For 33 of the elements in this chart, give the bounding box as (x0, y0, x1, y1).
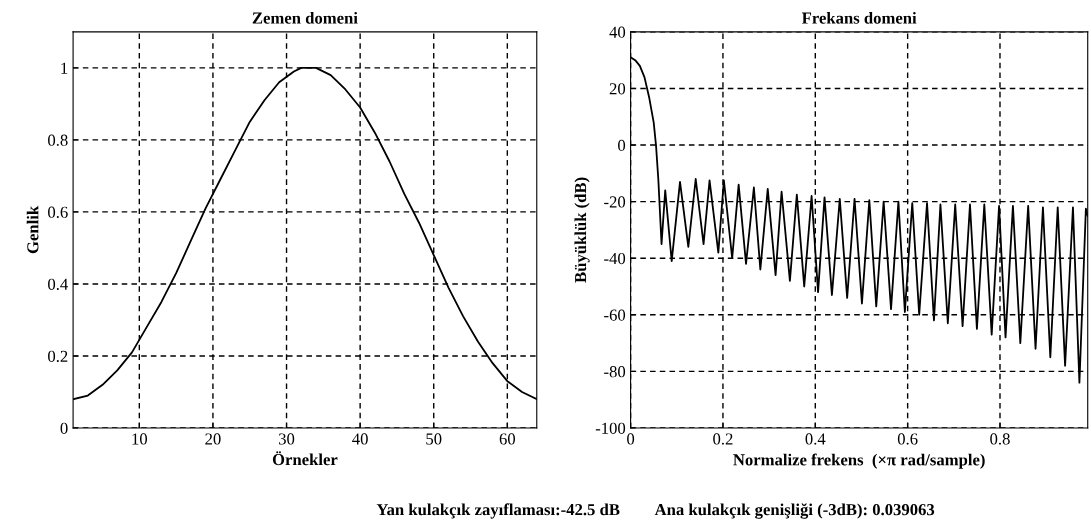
x-tick-label: 10 (132, 433, 148, 445)
y-tick-label: -20 (604, 196, 626, 208)
y-tick-label: -40 (604, 252, 626, 265)
x-tick-label: 0.4 (805, 433, 826, 445)
y-tick-label: -100 (595, 422, 626, 434)
y-tick-label: -60 (604, 309, 626, 321)
text: Ana kulakçık genişliği (-3dB): 0.039063 (654, 503, 935, 519)
y-tick-label: 40 (609, 26, 626, 38)
text: Yan kulakçık zayıflaması:-42.5 dB (376, 503, 620, 519)
y-axis-title: Genlik (26, 205, 39, 254)
x-tick-label: 20 (205, 433, 221, 445)
x-tick-label: 40 (352, 433, 368, 445)
x-tick-label: 0 (627, 433, 635, 445)
x-tick-label: 50 (426, 433, 442, 445)
chart-title: Frekans domeni (801, 11, 917, 24)
y-tick-label: 0.4 (48, 278, 68, 290)
x-tick-label: 0.2 (713, 433, 733, 445)
y-tick-label: 0 (618, 139, 626, 151)
x-axis-title: Örnekler (272, 451, 338, 466)
y-tick-label: 1 (61, 62, 68, 74)
y-tick-label: 0.2 (48, 350, 68, 362)
y-tick-label: 0.8 (48, 134, 68, 146)
x-tick-label: 60 (499, 433, 516, 445)
y-tick-label: 0.6 (48, 206, 68, 218)
x-axis-title: Normalize frekens (×π rad/sample) (733, 453, 985, 469)
y-axis-title: Büyüklük (dB) (574, 177, 590, 283)
y-tick-label: 20 (609, 83, 626, 95)
chart-title: Zemen domeni (252, 11, 358, 24)
x-tick-label: 30 (279, 433, 295, 445)
y-tick-label: -80 (604, 366, 626, 378)
y-tick-label: 0 (60, 422, 68, 434)
x-tick-label: 0.6 (897, 433, 918, 445)
x-tick-label: 0.8 (990, 433, 1010, 445)
